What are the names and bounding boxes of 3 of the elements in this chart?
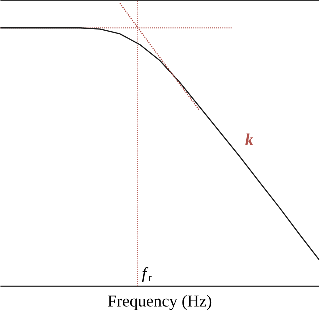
annotation: f$_{r}$ [142,267,152,282]
annotation: k [246,134,254,146]
x-axis-title: Frequency (Hz) [108,295,212,310]
